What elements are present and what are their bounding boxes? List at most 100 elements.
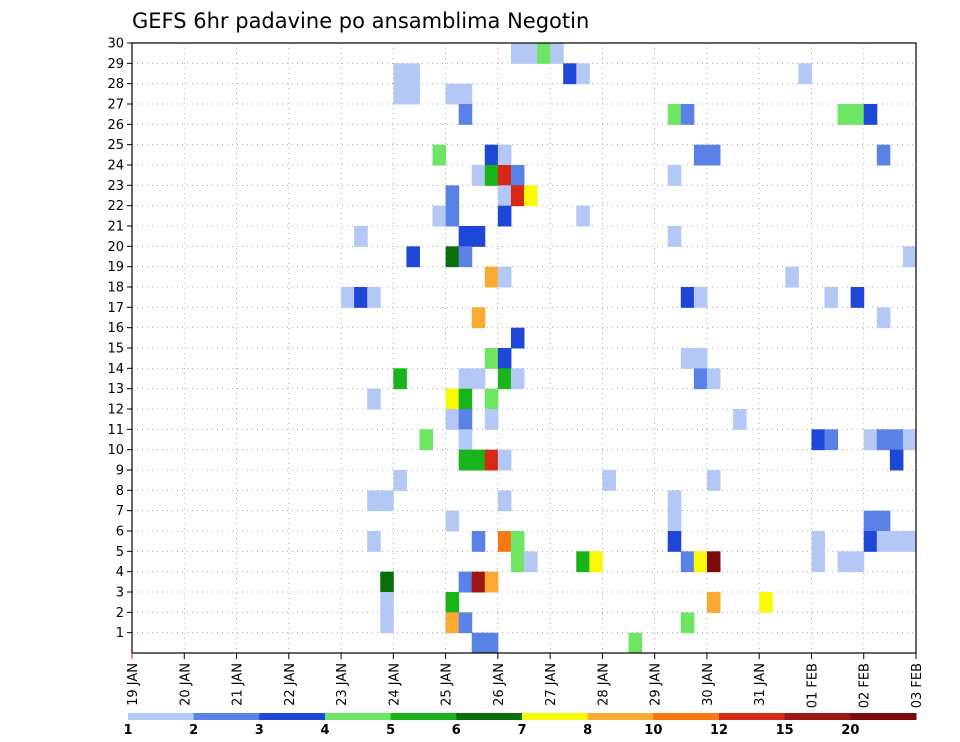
heatmap-cell xyxy=(850,551,865,573)
heatmap-cell xyxy=(889,429,904,451)
x-tick-label: 01 FEB xyxy=(805,663,820,708)
legend-label: 1 xyxy=(123,723,132,738)
heatmap-cell xyxy=(628,632,643,654)
y-tick-label: 14 xyxy=(107,362,124,377)
heatmap-cell xyxy=(524,551,538,573)
y-tick-label: 4 xyxy=(116,565,124,580)
heatmap-cell xyxy=(458,429,473,451)
x-tick-label: 24 JAN xyxy=(387,663,402,706)
heatmap-cell xyxy=(471,449,486,471)
heatmap-cell xyxy=(484,144,499,166)
x-tick-label: 30 JAN xyxy=(701,663,716,706)
legend-swatch xyxy=(850,713,917,720)
heatmap-cell xyxy=(876,307,891,329)
y-tick-label: 22 xyxy=(107,199,124,214)
heatmap-cell xyxy=(484,449,499,471)
legend-swatch xyxy=(653,713,720,720)
heatmap-cell xyxy=(445,388,460,410)
heatmap-cell xyxy=(445,185,460,207)
heatmap-cell xyxy=(497,348,512,369)
heatmap-cell xyxy=(484,571,499,593)
heatmap-cell xyxy=(510,368,525,390)
heatmap-cell xyxy=(458,368,473,390)
heatmap-cell xyxy=(706,592,721,613)
heatmap-cell xyxy=(706,368,721,390)
heatmap-cell xyxy=(576,551,590,573)
y-tick-label: 15 xyxy=(107,342,124,357)
x-tick-label: 27 JAN xyxy=(544,663,559,706)
x-tick-label: 03 FEB xyxy=(910,663,925,708)
heatmap-cell xyxy=(902,429,917,451)
x-axis: 19 JAN 20 JAN 21 JAN 22 JAN 23 JAN 24 JAN 25 J… xyxy=(126,653,925,708)
heatmap-cell xyxy=(497,449,512,471)
heatmap-cell xyxy=(367,531,381,552)
heatmap-cell xyxy=(863,104,878,125)
heatmap-cell xyxy=(524,43,538,64)
heatmap-cell xyxy=(406,83,420,105)
heatmap-cell xyxy=(471,571,486,593)
heatmap-cell xyxy=(576,205,590,227)
heatmap-cell xyxy=(667,104,682,125)
heatmap-cell xyxy=(458,246,473,268)
y-tick-label: 13 xyxy=(107,382,124,397)
heatmap-cell xyxy=(693,144,708,166)
heatmap-cell xyxy=(458,409,473,430)
legend-swatch xyxy=(456,713,523,720)
heatmap-cell xyxy=(837,551,852,573)
heatmap-cell xyxy=(863,510,878,532)
legend-swatch xyxy=(390,713,457,720)
heatmap-cell xyxy=(902,246,917,268)
x-tick-label: 21 JAN xyxy=(231,663,246,706)
legend-label: 6 xyxy=(452,723,461,738)
heatmap-cell xyxy=(380,490,394,512)
heatmap-cell xyxy=(510,327,525,349)
heatmap-cell xyxy=(510,185,525,207)
heatmap-cell xyxy=(458,83,473,105)
heatmap-cell xyxy=(354,287,368,308)
legend-label: 4 xyxy=(320,723,329,738)
x-tick-label: 25 JAN xyxy=(440,663,455,706)
y-tick-label: 30 xyxy=(107,37,124,52)
legend-label: 20 xyxy=(841,723,859,738)
heatmap-cell xyxy=(445,409,460,430)
heatmap-cell xyxy=(824,287,839,308)
heatmap-cell xyxy=(680,612,695,634)
y-tick-label: 24 xyxy=(107,159,124,174)
y-tick-label: 29 xyxy=(107,57,124,72)
y-axis: 1234567891011121314151617181920212223242… xyxy=(107,37,132,641)
y-tick-label: 6 xyxy=(116,525,124,540)
heatmap-cell xyxy=(759,592,773,613)
heatmap-cell xyxy=(667,226,682,247)
y-tick-label: 17 xyxy=(107,301,124,316)
heatmap-cell xyxy=(380,592,394,613)
legend-label: 7 xyxy=(517,723,526,738)
heatmap-cell xyxy=(733,409,747,430)
heatmap-cells xyxy=(341,43,917,654)
heatmap-cell xyxy=(863,531,878,552)
heatmap-cell xyxy=(471,632,486,654)
heatmap-cell xyxy=(550,43,564,64)
heatmap-cell xyxy=(889,449,904,471)
legend-label: 15 xyxy=(776,723,794,738)
heatmap-cell xyxy=(889,531,904,552)
heatmap-cell xyxy=(354,226,368,247)
heatmap-cell xyxy=(432,144,447,166)
y-tick-label: 23 xyxy=(107,179,124,194)
x-tick-label: 22 JAN xyxy=(283,663,298,706)
y-tick-label: 9 xyxy=(116,464,124,479)
heatmap-cell xyxy=(341,287,355,308)
heatmap-cell xyxy=(471,307,486,329)
heatmap-cell xyxy=(445,83,460,105)
heatmap-cell xyxy=(432,205,447,227)
heatmap-cell xyxy=(484,409,499,430)
heatmap-cell xyxy=(876,510,891,532)
x-tick-label: 02 FEB xyxy=(858,663,873,708)
heatmap-cell xyxy=(484,165,499,186)
heatmap-cell xyxy=(863,429,878,451)
legend-swatch xyxy=(259,713,326,720)
y-tick-label: 21 xyxy=(107,220,124,235)
heatmap-cell xyxy=(510,531,525,552)
y-tick-label: 5 xyxy=(116,545,124,560)
heatmap-cell xyxy=(497,490,512,512)
heatmap-cell xyxy=(706,551,721,573)
